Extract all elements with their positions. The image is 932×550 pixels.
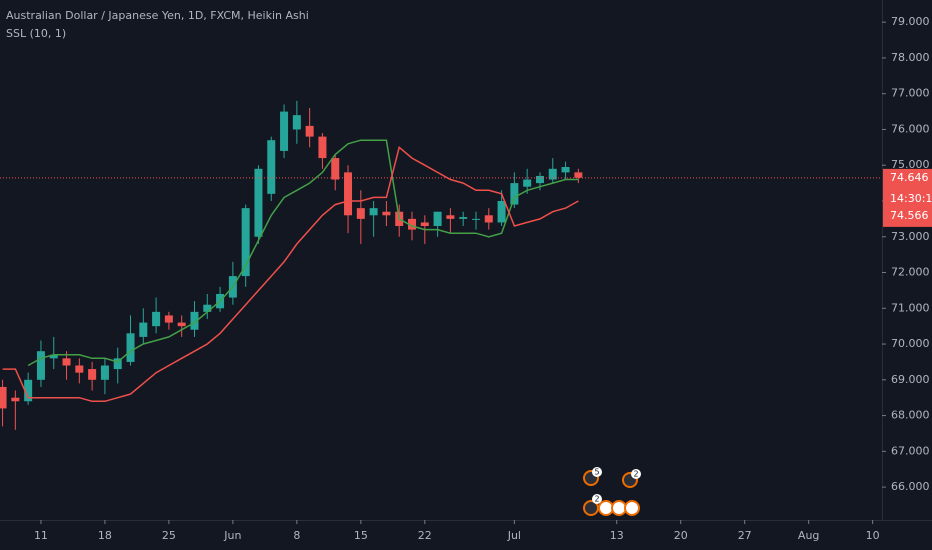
second-price-label: 74.566 <box>890 209 929 222</box>
event-badge <box>592 467 602 477</box>
candle-body <box>574 172 583 178</box>
ssl-line <box>27 139 579 367</box>
candle-body <box>139 322 148 337</box>
ssl-line <box>2 145 579 403</box>
time-tick-label: 20 <box>674 529 688 542</box>
time-tick-label: 25 <box>162 529 176 542</box>
time-tick-label: 11 <box>34 529 48 542</box>
candle-body <box>100 365 109 380</box>
last-price-label: 74.646 <box>890 171 929 184</box>
time-tick-label: 13 <box>610 529 624 542</box>
event-icon[interactable] <box>624 500 640 516</box>
candle-body <box>535 175 544 184</box>
time-tick-label: 18 <box>98 529 112 542</box>
candle-body <box>382 211 391 216</box>
candle-body <box>126 333 135 362</box>
candle-body <box>24 379 33 402</box>
candle-body <box>408 218 417 230</box>
chart-title: Australian Dollar / Japanese Yen, 1D, FX… <box>6 9 309 22</box>
price-tick-label: 79.000 <box>891 15 930 28</box>
candle-body <box>177 322 186 327</box>
candle-body <box>88 369 97 380</box>
countdown-label: 14:30:15 <box>890 192 932 205</box>
candle-body <box>254 168 263 237</box>
candle-body <box>305 125 314 137</box>
candles <box>0 100 583 430</box>
event-count: 2 <box>633 470 638 479</box>
time-tick-label: 8 <box>293 529 300 542</box>
time-tick-label: 22 <box>418 529 432 542</box>
candle-body <box>497 200 506 223</box>
candle-body <box>280 111 289 151</box>
price-tick-label: 67.000 <box>891 444 930 457</box>
price-tick-label: 73.000 <box>891 230 930 243</box>
candle-body <box>62 358 71 366</box>
candle-body <box>523 179 532 187</box>
time-tick-label: 10 <box>866 529 880 542</box>
candle-body <box>420 222 429 227</box>
candle-body <box>267 140 276 194</box>
event-icon[interactable] <box>598 500 614 516</box>
price-tick-label: 71.000 <box>891 301 930 314</box>
candle-body <box>11 397 20 402</box>
candle-body <box>510 183 519 205</box>
event-badge <box>631 469 641 479</box>
event-count: 5 <box>594 468 599 477</box>
price-tick-label: 75.000 <box>891 158 930 171</box>
candle-body <box>0 386 7 409</box>
events: 5 2 2 <box>583 467 641 516</box>
candle-body <box>433 211 442 227</box>
candle-body <box>152 311 161 327</box>
price-tick-label: 70.000 <box>891 337 930 350</box>
candle-body <box>292 115 301 130</box>
candle-body <box>561 167 570 173</box>
time-tick-label: 15 <box>354 529 368 542</box>
candle-body <box>356 208 365 219</box>
indicator-label: SSL (10, 1) <box>6 27 66 40</box>
candle-body <box>190 311 199 330</box>
price-tick-label: 66.000 <box>891 480 930 493</box>
price-tick-label: 69.000 <box>891 373 930 386</box>
candle-body <box>49 354 58 359</box>
price-tick-label: 77.000 <box>891 87 930 100</box>
candle-body <box>446 215 455 219</box>
candle-body <box>36 351 45 380</box>
candle-body <box>344 172 353 216</box>
price-tick-label: 68.000 <box>891 409 930 422</box>
candle-body <box>164 315 173 323</box>
event-count: 2 <box>594 495 599 504</box>
event-badge <box>592 494 602 504</box>
time-tick-label: Jul <box>507 529 521 542</box>
price-tick-label: 78.000 <box>891 51 930 64</box>
candle-body <box>331 158 340 180</box>
price-tick-label: 76.000 <box>891 122 930 135</box>
candle-body <box>471 218 480 220</box>
price-badge <box>883 168 932 227</box>
candle-body <box>203 304 212 312</box>
candle-body <box>548 168 557 180</box>
candle-body <box>318 136 327 159</box>
candle-body <box>113 358 122 370</box>
candle-body <box>369 208 378 216</box>
event-icon[interactable] <box>611 500 627 516</box>
candle-body <box>459 217 468 219</box>
time-tick-label: 27 <box>738 529 752 542</box>
time-tick-label: Aug <box>798 529 819 542</box>
time-tick-label: Jun <box>223 529 241 542</box>
price-tick-label: 72.000 <box>891 266 930 279</box>
candle-body <box>75 365 84 373</box>
candle-body <box>241 208 250 277</box>
candle-body <box>484 215 493 223</box>
